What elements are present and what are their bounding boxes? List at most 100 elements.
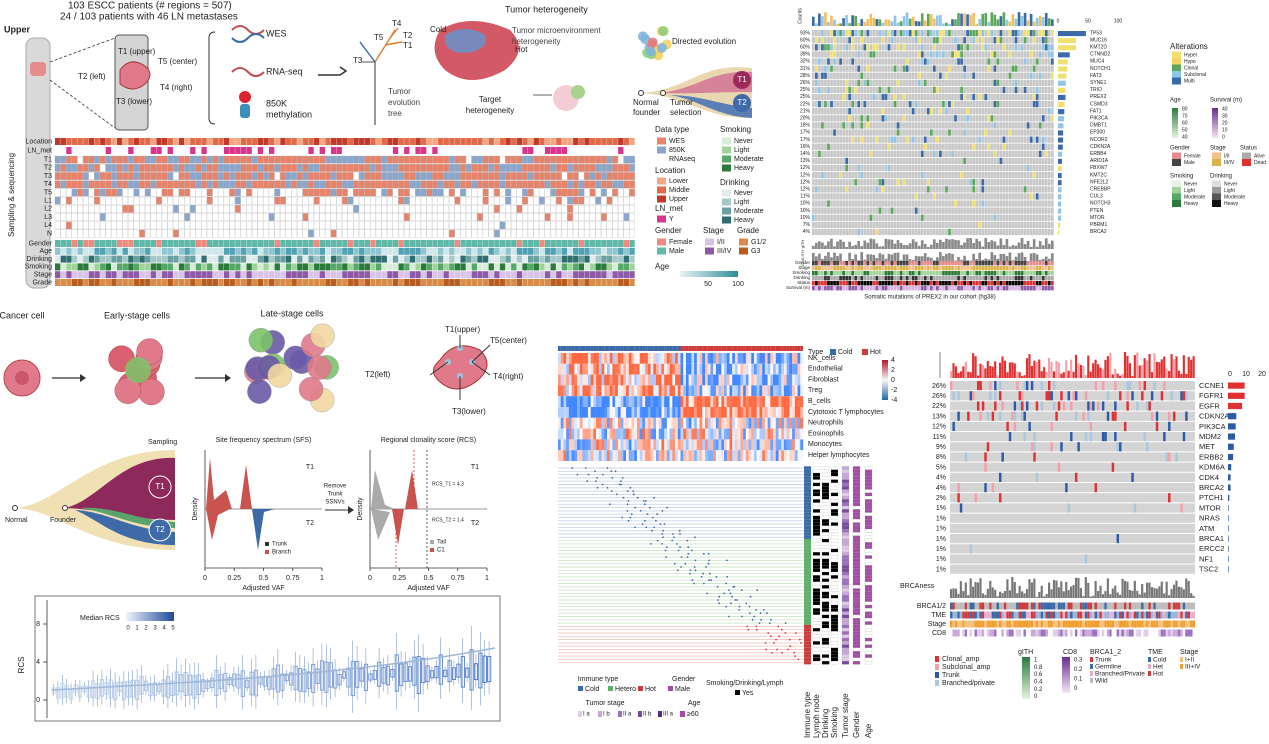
- shape: [893, 243, 897, 249]
- shape: [890, 72, 894, 79]
- shape: [917, 108, 921, 115]
- legend-swatch: [705, 238, 714, 246]
- label: T2: [403, 31, 413, 40]
- shape: [857, 79, 861, 86]
- heat-cell: [347, 213, 354, 221]
- legend-item: Heavy: [734, 217, 754, 224]
- shape: [911, 228, 915, 236]
- shape: [954, 200, 957, 207]
- shape: [1044, 79, 1048, 86]
- shape: [872, 115, 876, 122]
- shape: [936, 186, 939, 193]
- heat-cell: [54, 205, 61, 213]
- shape: [857, 122, 861, 129]
- shape: [860, 101, 864, 108]
- shape: [1002, 44, 1006, 51]
- shape: [914, 79, 918, 86]
- shape: [966, 200, 969, 207]
- shape: [984, 79, 988, 86]
- shape: [929, 276, 933, 281]
- shape: [824, 276, 827, 281]
- shape: [1029, 228, 1033, 236]
- shape: [830, 15, 833, 26]
- heat-cell: [567, 155, 573, 164]
- shape: [1020, 58, 1024, 65]
- shape: [857, 271, 861, 276]
- shape: [948, 179, 951, 186]
- heat-cell: [150, 196, 157, 205]
- shape: [863, 164, 867, 172]
- heat-cell: [550, 147, 556, 154]
- heat-cell: [116, 279, 123, 286]
- shape: [951, 207, 954, 214]
- heat-cell: [190, 138, 196, 145]
- heat-cell: [460, 147, 466, 154]
- shape: [990, 72, 994, 79]
- shape: [999, 86, 1003, 94]
- shape: [1017, 37, 1021, 44]
- shape: [984, 65, 988, 72]
- shape: [827, 276, 830, 281]
- shape: [984, 238, 988, 249]
- heat-cell: [561, 205, 568, 213]
- shape: [951, 193, 954, 200]
- heat-cell: [128, 271, 134, 279]
- shape: [842, 150, 845, 157]
- heat-cell: [302, 196, 309, 205]
- shape: [818, 228, 821, 236]
- heat-cell: [567, 205, 573, 213]
- heat-cell: [319, 279, 325, 286]
- shape: [1029, 172, 1033, 179]
- shape: [954, 276, 957, 281]
- shape: [1044, 51, 1048, 58]
- heat-cell: [606, 247, 613, 255]
- shape: [963, 93, 966, 101]
- heat-cell: [471, 180, 478, 189]
- heat-cell: [561, 229, 568, 238]
- shape: [866, 101, 870, 108]
- shape: [1005, 30, 1009, 37]
- shape: [887, 271, 891, 276]
- shape: [827, 252, 830, 263]
- shape: [824, 266, 827, 271]
- heat-cell: [454, 271, 461, 279]
- shape: [821, 258, 824, 263]
- shape: [839, 276, 842, 281]
- shape: [890, 150, 894, 157]
- shape: [884, 37, 888, 44]
- shape: [963, 200, 966, 207]
- shape: [942, 214, 945, 221]
- shape: [1011, 14, 1015, 26]
- heat-cell: [291, 263, 297, 271]
- heat-cell: [443, 213, 449, 221]
- shape: [878, 37, 882, 44]
- shape: [869, 51, 873, 58]
- heat-cell: [398, 196, 404, 205]
- row-label: T5: [44, 189, 52, 196]
- shape: [1058, 87, 1066, 93]
- legend-swatch: [657, 247, 666, 255]
- heat-cell: [454, 213, 461, 221]
- shape: [929, 186, 933, 193]
- shape: [890, 44, 894, 51]
- heat-cell: [285, 229, 292, 238]
- shape: [893, 164, 897, 172]
- heat-cell: [150, 247, 157, 255]
- shape: [1020, 238, 1024, 249]
- shape: [996, 266, 1000, 271]
- shape: [969, 228, 973, 236]
- shape: [833, 281, 836, 286]
- shape: [854, 129, 858, 136]
- shape: [812, 157, 815, 165]
- heat-cell: [308, 255, 314, 263]
- heat-cell: [263, 196, 269, 205]
- shape: [1058, 194, 1062, 200]
- shape: [1029, 37, 1033, 44]
- heat-cell: [116, 188, 123, 197]
- heat-cell: [150, 180, 157, 189]
- heat-cell: [449, 247, 455, 255]
- shape: [923, 200, 927, 207]
- shape: [1058, 158, 1062, 164]
- shape: [890, 221, 894, 228]
- shape: [1058, 229, 1060, 235]
